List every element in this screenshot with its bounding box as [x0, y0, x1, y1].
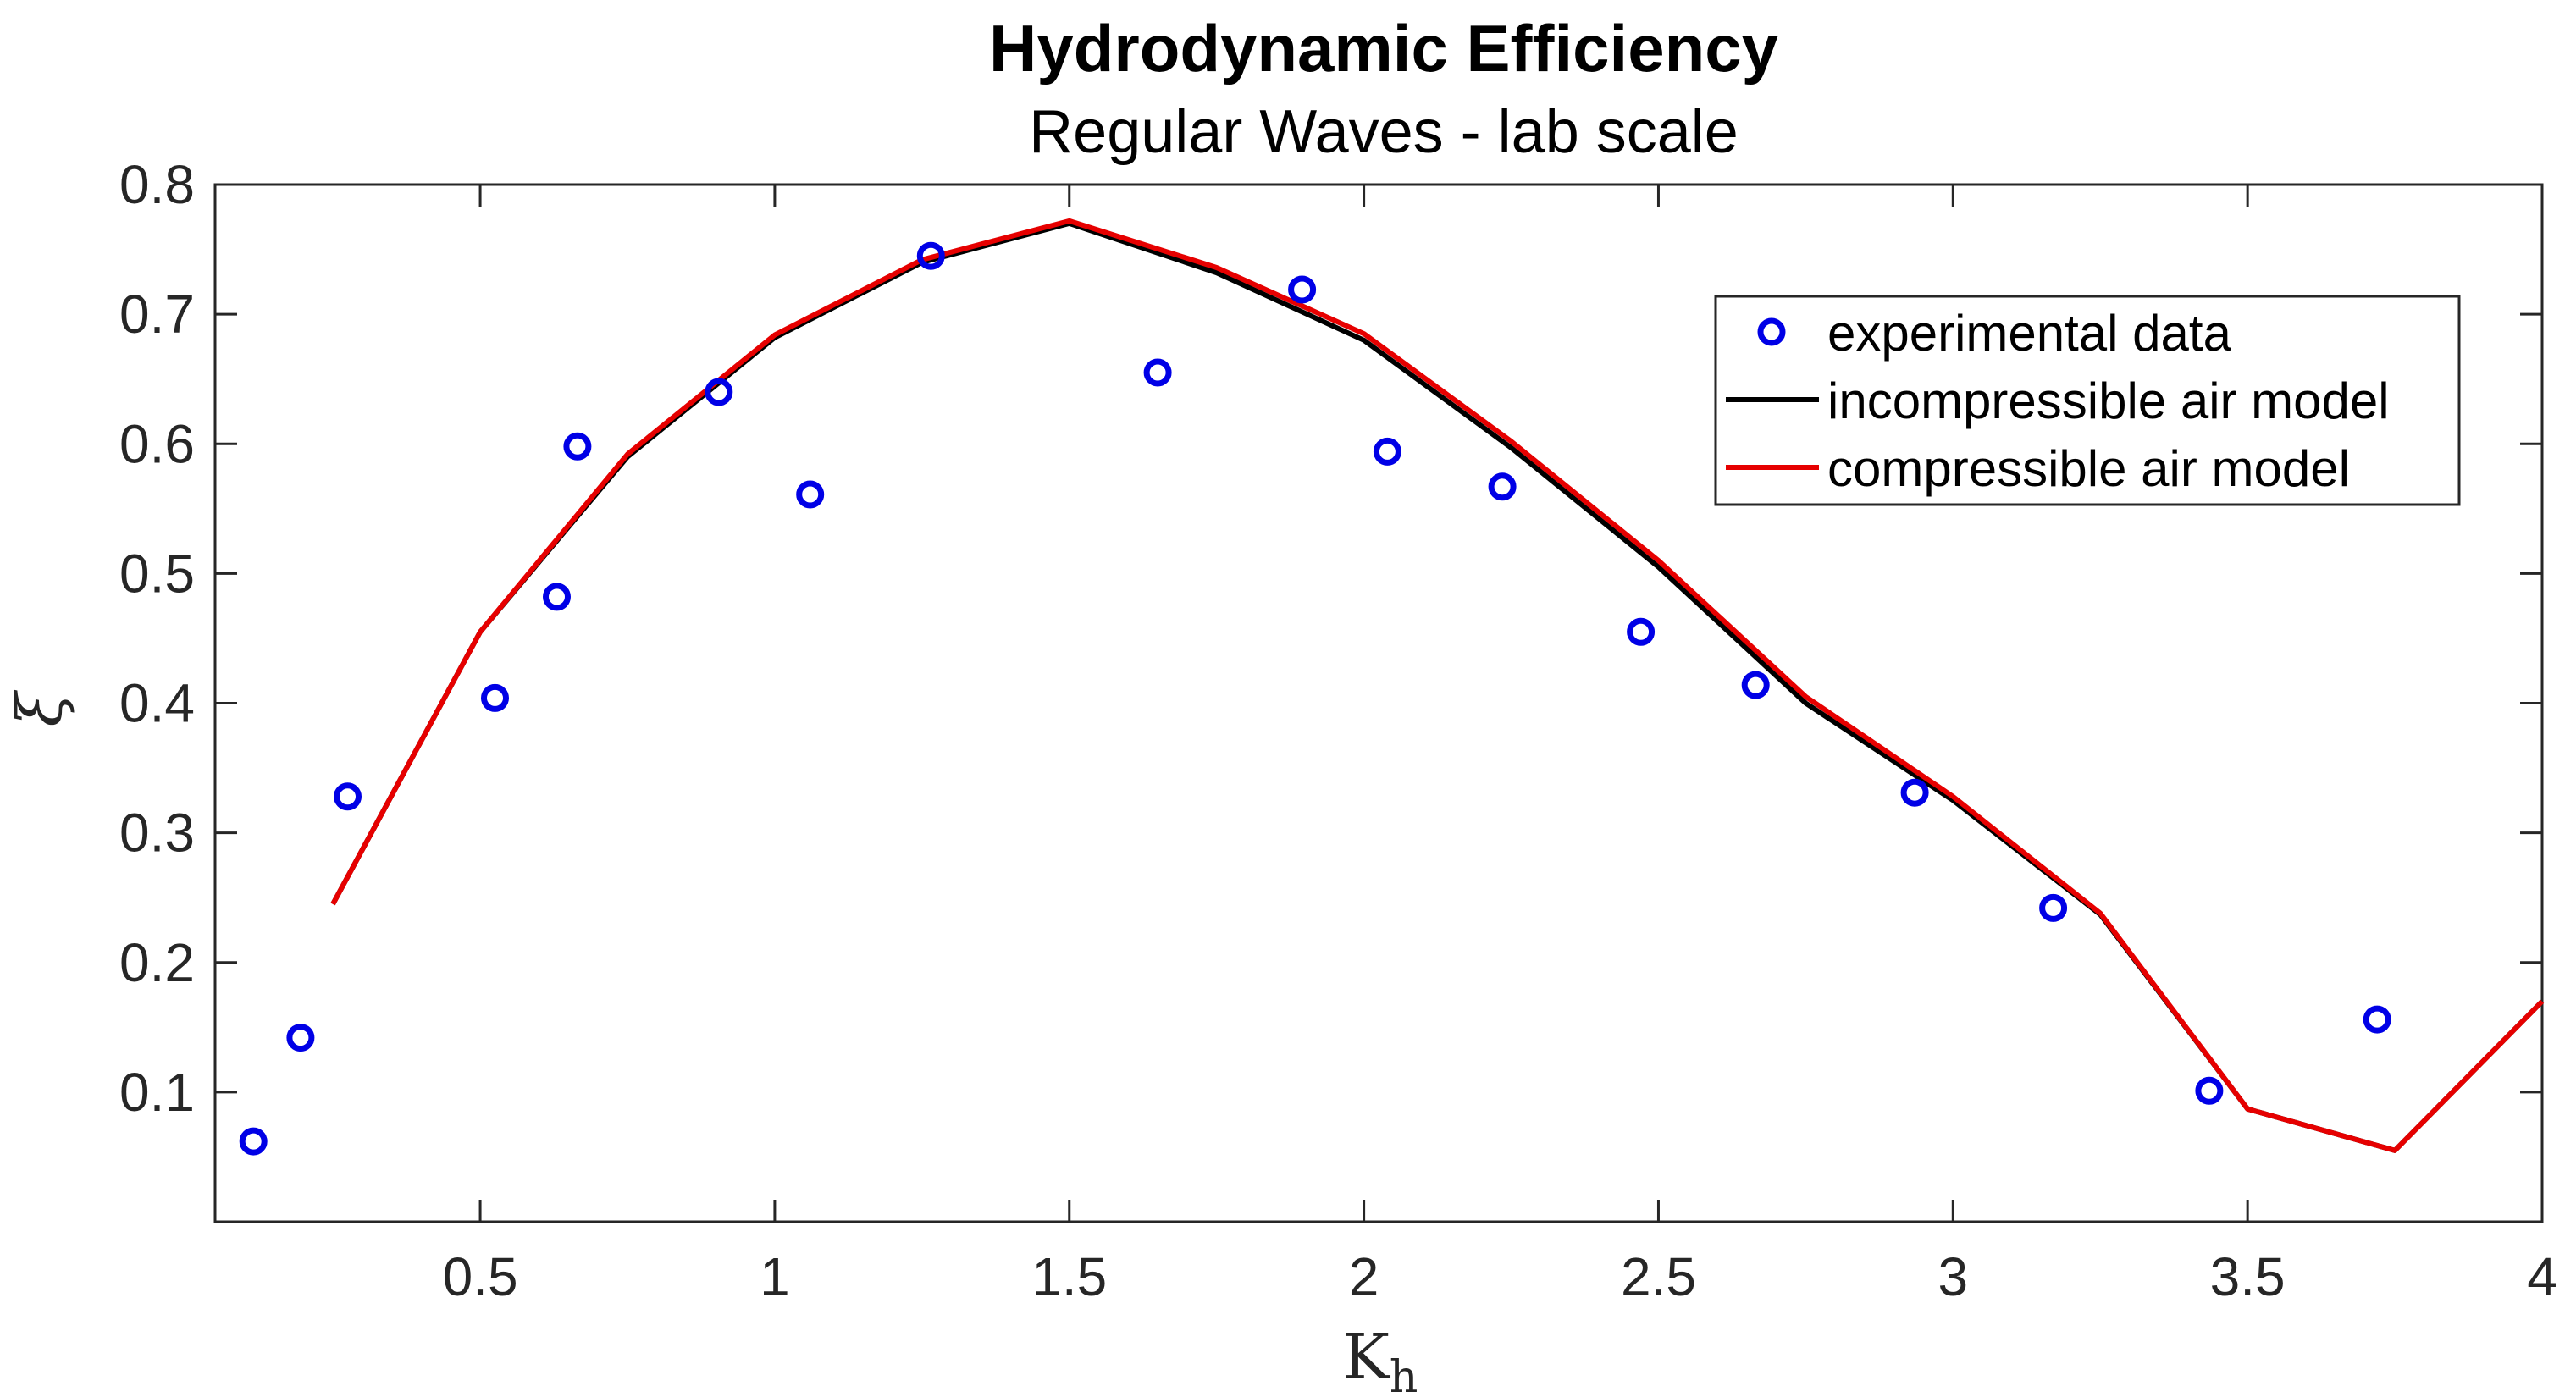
data-point-experimental-data — [334, 782, 362, 811]
y-tick-label: 0.1 — [119, 1062, 195, 1123]
data-point-experimental-data — [2195, 1076, 2224, 1105]
series-markers — [239, 241, 2391, 1156]
chart-subtitle: Regular Waves - lab scale — [1029, 98, 1739, 166]
y-tick-label: 0.8 — [119, 154, 195, 215]
legend-box — [1714, 295, 2461, 506]
y-axis-label: ξ — [3, 689, 76, 726]
data-point-experimental-data — [1143, 358, 1172, 387]
data-point-experimental-data — [1627, 617, 1656, 646]
x-tick-label: 2 — [1349, 1246, 1379, 1307]
data-point-experimental-data — [2039, 893, 2068, 922]
legend-label-compressible-air-model: compressible air model — [1827, 440, 2350, 497]
data-point-experimental-data — [563, 432, 592, 461]
y-tick-label: 0.2 — [119, 932, 195, 993]
legend-marker-experimental-data — [1757, 318, 1786, 346]
x-tick-label: 3 — [1938, 1246, 1969, 1307]
data-point-experimental-data — [705, 378, 733, 406]
y-tick-label: 0.3 — [119, 803, 195, 864]
y-axis-ticks — [215, 183, 2542, 1094]
x-tick-label: 1 — [760, 1246, 790, 1307]
data-point-experimental-data — [1900, 778, 1929, 807]
data-point-experimental-data — [916, 241, 945, 270]
y-tick-label: 0.6 — [119, 413, 195, 474]
x-tick-label: 3.5 — [2210, 1246, 2286, 1307]
x-axis-ticks — [478, 185, 2544, 1222]
data-point-experimental-data — [1288, 275, 1317, 304]
y-tick-label: 0.7 — [119, 284, 195, 345]
legend-label-incompressible-air-model: incompressible air model — [1827, 373, 2390, 429]
y-tick-label: 0.4 — [119, 673, 195, 734]
data-point-experimental-data — [1373, 437, 1401, 466]
x-axis-label-main: K — [1343, 1321, 1391, 1394]
x-axis-label: Kh — [1343, 1321, 1418, 1397]
legend: experimental data incompressible air mod… — [1714, 295, 2461, 506]
y-tick-label: 0.5 — [119, 543, 195, 604]
data-point-experimental-data — [286, 1024, 315, 1052]
data-point-experimental-data — [1488, 472, 1517, 501]
data-point-experimental-data — [543, 583, 571, 611]
x-tick-label: 4 — [2527, 1246, 2557, 1307]
chart-title: Hydrodynamic Efficiency — [989, 11, 1778, 86]
x-tick-label: 1.5 — [1031, 1246, 1107, 1307]
data-point-experimental-data — [481, 683, 509, 712]
series-lines — [330, 218, 2545, 1153]
data-point-experimental-data — [1741, 671, 1770, 699]
x-tick-label: 2.5 — [1621, 1246, 1696, 1307]
legend-label-experimental-data: experimental data — [1827, 305, 2232, 362]
series-line-compressible-air-model — [330, 218, 2545, 1153]
x-tick-label: 0.5 — [443, 1246, 518, 1307]
data-point-experimental-data — [2363, 1005, 2391, 1034]
x-axis-label-subscript: h — [1390, 1352, 1418, 1397]
data-point-experimental-data — [239, 1127, 268, 1156]
x-axis-tick-labels: 0.5 1 1.5 2 2.5 3 3.5 4 — [443, 1246, 2557, 1307]
y-axis-tick-labels: 0.1 0.2 0.3 0.4 0.5 0.6 0.7 0.8 — [119, 154, 195, 1123]
data-point-experimental-data — [796, 480, 825, 509]
